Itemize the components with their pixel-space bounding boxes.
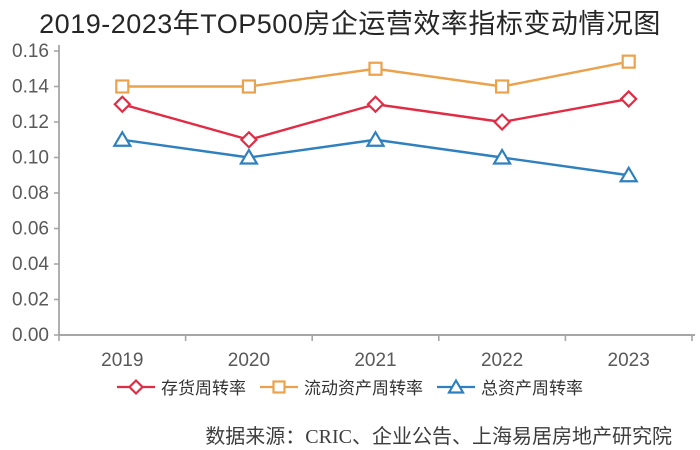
data-point-marker-triangle — [492, 147, 513, 165]
line-chart-plot-area: 0.00 0.02 0.04 0.06 0.08 0.10 0.12 0.14 0.16 2019… — [12, 41, 695, 371]
y-axis-tick-label: 0.06 — [12, 219, 49, 240]
data-point-marker-diamond — [366, 95, 385, 114]
data-point-marker-triangle — [112, 130, 133, 147]
y-axis-tick-label: 0.14 — [12, 77, 49, 98]
legend-item: 存货周转率 — [117, 374, 246, 399]
legend-marker-glyph — [447, 377, 465, 394]
data-point-marker-diamond — [493, 112, 512, 132]
chart-legend: 存货周转率 流动资产周转率 总资产周转率 — [0, 374, 700, 399]
data-point-marker-square — [115, 79, 130, 94]
y-axis-tick-label: 0.16 — [12, 41, 49, 62]
legend-label: 存货周转率 — [161, 379, 246, 398]
x-axis-tick-label: 2019 — [101, 350, 143, 371]
y-axis-tick-label: 0.04 — [12, 254, 49, 275]
data-point-marker-triangle — [238, 147, 259, 165]
y-axis-tick-label: 0.02 — [12, 290, 49, 311]
y-axis-tick-label: 0.10 — [12, 148, 49, 169]
data-point-marker-diamond — [239, 130, 258, 149]
data-point-marker-square — [241, 79, 256, 94]
legend-item: 总资产周转率 — [437, 374, 583, 399]
y-axis-tick-label: 0.12 — [12, 112, 49, 133]
data-source-note: 数据来源：CRIC、企业公告、上海易居房地产研究院 — [205, 426, 672, 448]
y-axis-tick-label: 0.08 — [12, 183, 49, 204]
y-axis-tick-label: 0.00 — [12, 325, 49, 346]
legend-marker-glyph — [272, 379, 286, 394]
x-axis-tick-label: 2023 — [608, 350, 650, 371]
data-point-marker-triangle — [365, 130, 386, 147]
legend-square-icon — [260, 379, 298, 394]
x-axis-tick-label: 2021 — [354, 350, 396, 371]
data-point-marker-diamond — [113, 95, 132, 114]
legend-triangle-icon — [437, 377, 475, 394]
legend-item: 流动资产周转率 — [260, 374, 423, 399]
legend-marker-glyph — [127, 378, 145, 395]
legend-label: 流动资产周转率 — [304, 379, 423, 398]
data-point-marker-triangle — [618, 165, 639, 183]
legend-diamond-icon — [117, 378, 155, 395]
chart-title: 2019-2023年TOP500房企运营效率指标变动情况图 — [39, 9, 661, 39]
data-point-marker-square — [495, 79, 510, 94]
x-axis-tick-label: 2020 — [228, 350, 270, 371]
legend-label: 总资产周转率 — [481, 379, 583, 398]
data-point-marker-square — [368, 61, 383, 76]
data-point-marker-square — [621, 54, 636, 69]
x-axis-tick-label: 2022 — [481, 350, 523, 371]
data-point-marker-diamond — [619, 89, 638, 108]
